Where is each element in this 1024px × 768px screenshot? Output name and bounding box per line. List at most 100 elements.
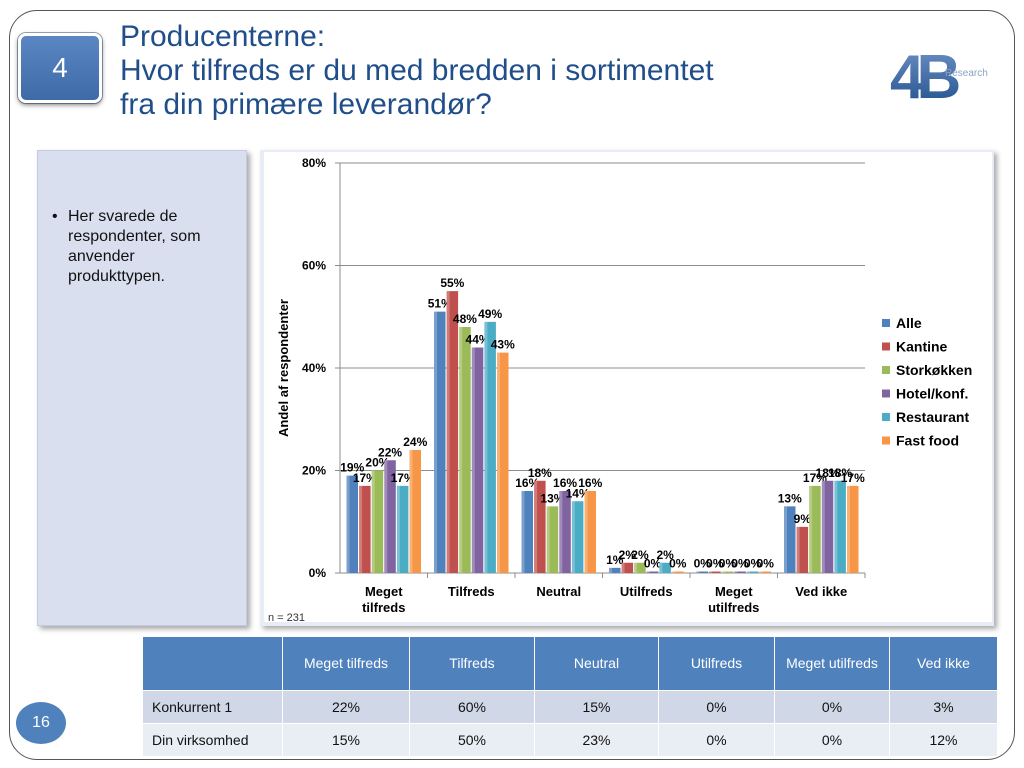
bar-highlight xyxy=(709,571,713,573)
bar-highlight xyxy=(696,571,700,573)
data-label: 51% xyxy=(428,297,452,311)
y-tick-label: 80% xyxy=(302,156,326,170)
table-cell: 0% xyxy=(774,690,890,724)
bar-chart: 0%20%40%60%80%Andel af respondenter19%17… xyxy=(264,152,992,624)
data-label: 13% xyxy=(778,491,802,505)
data-label: 0% xyxy=(719,557,737,571)
bar-kantine xyxy=(621,562,634,573)
bar-hotel-konf- xyxy=(646,571,659,573)
table-header-ved-ikke: Ved ikke xyxy=(889,636,998,691)
x-category-label: Neutral xyxy=(536,584,581,599)
bar-fast-food xyxy=(672,571,684,573)
bar-fast-food xyxy=(584,491,596,573)
table-row-label: Konkurrent 1 xyxy=(142,690,283,724)
data-label: 14% xyxy=(566,486,590,500)
table-header-tilfreds: Tilfreds xyxy=(409,636,535,691)
legend-swatch xyxy=(882,342,890,351)
data-label: 17% xyxy=(391,471,415,485)
bar-highlight xyxy=(821,480,825,573)
table-cell: 60% xyxy=(409,690,535,724)
data-label: 44% xyxy=(466,333,490,347)
sample-size-note: n = 231 xyxy=(268,612,305,624)
bar-highlight xyxy=(497,352,500,573)
bar-highlight xyxy=(409,450,413,573)
data-label: 24% xyxy=(403,435,427,449)
legend-label: Fast food xyxy=(896,433,959,449)
legend-label: Kantine xyxy=(896,339,948,355)
data-label: 0% xyxy=(744,557,762,571)
company-logo: 4B Research xyxy=(890,43,988,112)
legend-swatch xyxy=(882,413,890,421)
bar-highlight xyxy=(834,480,838,573)
section-number: 4 xyxy=(52,52,68,83)
bar-hotel-konf- xyxy=(734,571,746,573)
data-label: 1% xyxy=(606,553,624,567)
chart-panel: 0% 20% 40% 60% 80% Andel af respondenter 19% 17… xyxy=(260,150,994,626)
data-label: 2% xyxy=(631,548,649,562)
data-label: 55% xyxy=(440,276,464,290)
bar-alle xyxy=(346,475,358,573)
bar-highlight xyxy=(621,562,625,573)
bar-kantine xyxy=(796,526,809,573)
data-label: 9% xyxy=(794,512,812,526)
x-category-label: tilfreds xyxy=(362,600,405,615)
table-cell: 0% xyxy=(658,723,775,757)
side-note-item: • Her svarede de respondenter, som anven… xyxy=(50,207,236,287)
bar-highlight xyxy=(634,562,638,573)
legend-swatch xyxy=(882,436,890,445)
data-label: 48% xyxy=(453,312,477,326)
bar-hotel-konf- xyxy=(559,491,571,573)
bar-kantine xyxy=(709,571,721,573)
bar-highlight xyxy=(346,475,350,573)
x-category-label: Meget xyxy=(365,584,403,599)
bar-highlight xyxy=(446,291,450,573)
data-label: 19% xyxy=(340,461,364,475)
data-label: 0% xyxy=(694,557,712,571)
legend-swatch xyxy=(882,389,890,398)
bar-highlight xyxy=(459,327,463,573)
bar-highlight xyxy=(584,491,588,573)
x-category-label: Utilfreds xyxy=(620,584,673,599)
bar-restaurant xyxy=(396,485,409,573)
bar-alle xyxy=(521,491,533,573)
table-header-utilfreds: Utilfreds xyxy=(658,636,775,691)
bar-highlight xyxy=(546,506,550,573)
bar-hotel-konf- xyxy=(821,480,834,573)
bar-stork-kken xyxy=(809,485,821,573)
bar-stork-kken xyxy=(721,571,734,573)
table-cell: 0% xyxy=(774,723,890,757)
table-cell: 15% xyxy=(534,690,659,724)
bar-highlight xyxy=(796,526,800,573)
title-line-1: Producenterne: xyxy=(120,20,326,53)
x-category-label: utilfreds xyxy=(708,600,759,615)
bar-highlight xyxy=(746,571,750,573)
bar-highlight xyxy=(609,567,612,573)
data-label: 49% xyxy=(478,307,502,321)
comparison-table: Meget tilfreds Tilfreds Neutral Utilfred… xyxy=(142,636,998,757)
table-header-corner xyxy=(142,636,283,691)
bar-highlight xyxy=(721,571,725,573)
table-header-meget-tilfreds: Meget tilfreds xyxy=(282,636,410,691)
table-cell: 12% xyxy=(889,723,998,757)
page-number-badge: 16 xyxy=(16,702,66,744)
bar-alle xyxy=(609,567,621,573)
logo-text: Research xyxy=(945,68,988,79)
data-label: 16% xyxy=(578,476,602,490)
bar-highlight xyxy=(672,571,675,573)
bar-restaurant xyxy=(484,321,496,573)
bar-fast-food xyxy=(497,352,509,573)
legend-label: Storkøkken xyxy=(896,362,972,378)
data-label: 43% xyxy=(491,338,515,352)
table-header-row: Meget tilfreds Tilfreds Neutral Utilfred… xyxy=(142,636,998,691)
table-cell: 3% xyxy=(889,690,998,724)
bar-highlight xyxy=(471,347,475,573)
data-label: 16% xyxy=(515,476,539,490)
bar-fast-food xyxy=(409,450,421,573)
bar-kantine xyxy=(446,291,459,573)
bar-highlight xyxy=(521,491,525,573)
bar-restaurant xyxy=(834,480,846,573)
table-row: Konkurrent 1 22% 60% 15% 0% 0% 3% xyxy=(142,690,998,724)
data-label: 13% xyxy=(540,491,564,505)
y-tick-label: 40% xyxy=(302,361,326,375)
bar-highlight xyxy=(484,321,488,573)
